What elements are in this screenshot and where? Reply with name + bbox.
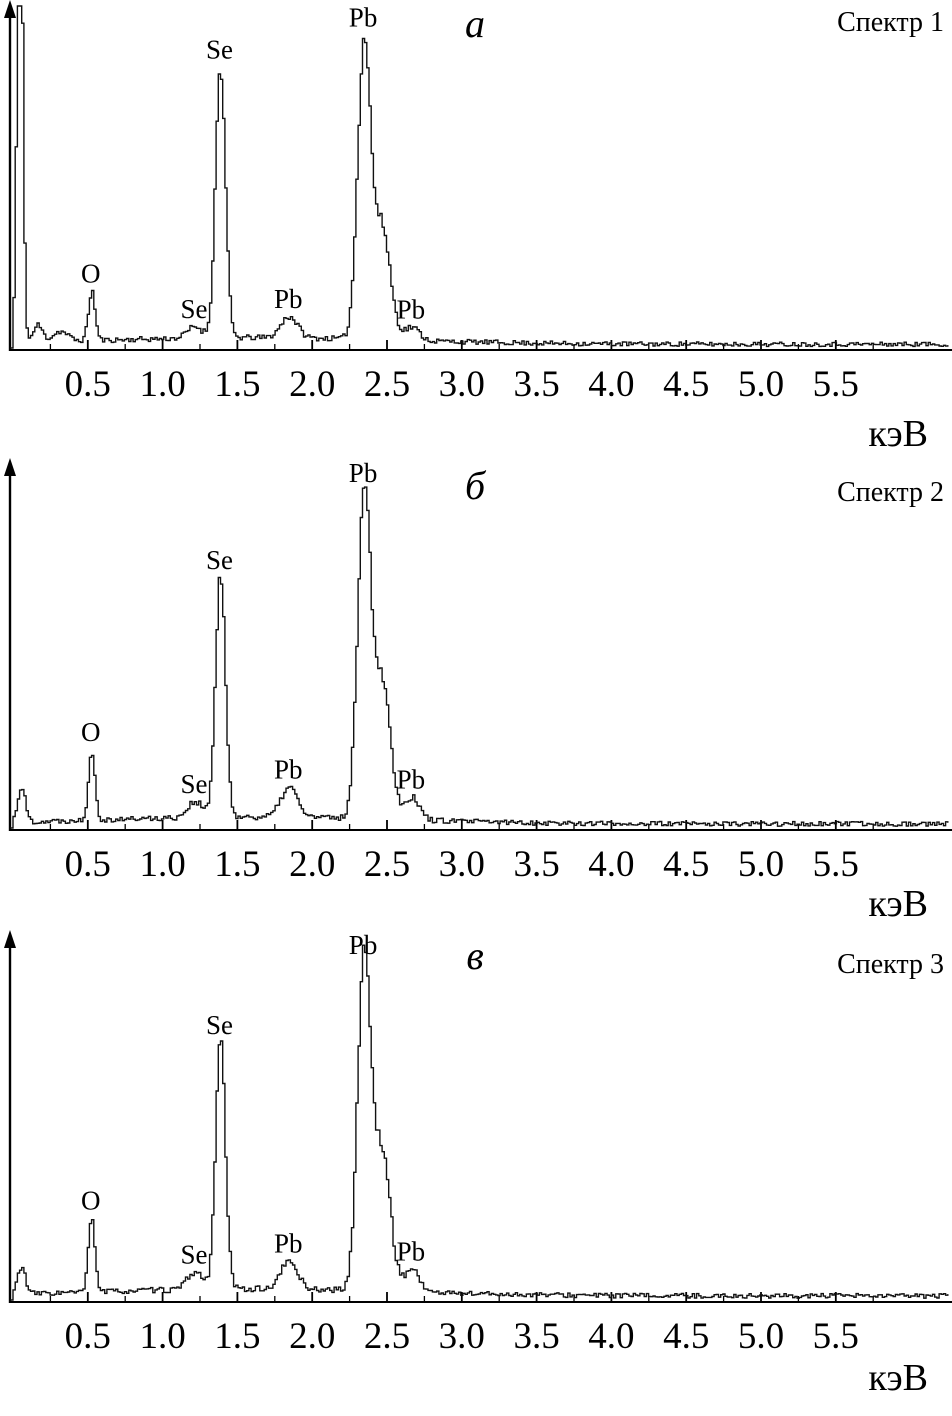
peak-label-o: O <box>81 1186 101 1216</box>
y-axis-arrow-icon <box>4 930 16 948</box>
y-axis-arrow-icon <box>4 458 16 476</box>
x-tick-label: 2.0 <box>289 364 335 405</box>
x-tick-label: 1.0 <box>139 364 185 405</box>
peak-label-se: Se <box>206 545 233 575</box>
spectrum-title-1: Спектр 1 <box>837 7 944 38</box>
x-tick-label: 4.5 <box>663 364 709 405</box>
x-tick-label: 2.5 <box>364 364 410 405</box>
x-tick-label: 4.0 <box>588 364 634 405</box>
x-tick-label: 5.0 <box>738 844 784 885</box>
spectrum-panel-2: 0.5 1.0 1.5 2.0 2.5 3.0 3.5 4.0 4.5 5.0 5.5 O Se Se Pb… <box>4 458 952 885</box>
spectrum-curve <box>10 486 949 829</box>
x-axis-unit-3: кэВ <box>868 1357 928 1399</box>
x-tick-label: 2.0 <box>289 844 335 885</box>
x-tick-label: 1.5 <box>214 364 260 405</box>
x-tick-label: 1.0 <box>139 844 185 885</box>
spectrum-curve <box>10 5 949 349</box>
x-tick-label: 3.5 <box>513 364 559 405</box>
spectrum-title-2: Спектр 2 <box>837 477 944 508</box>
x-tick-label: 2.5 <box>364 1316 410 1357</box>
x-tick-label: 4.5 <box>663 1316 709 1357</box>
spectrum-title-3: Спектр 3 <box>837 949 944 980</box>
peak-label-pb: Pb <box>274 1228 303 1258</box>
x-tick-label: 0.5 <box>65 364 111 405</box>
peak-label-pb: Pb <box>397 1236 426 1266</box>
peak-label-pb: Pb <box>274 755 303 785</box>
panel-letter-v: в <box>466 933 484 978</box>
y-axis-arrow-icon <box>4 0 16 18</box>
peak-label-o: O <box>81 259 101 289</box>
spectrum-curve <box>10 944 949 1301</box>
x-tick-label: 0.5 <box>65 1316 111 1357</box>
peak-label-se: Se <box>206 1010 233 1040</box>
x-tick-label: 0.5 <box>65 844 111 885</box>
peak-label-pb: Pb <box>349 3 378 33</box>
x-tick-label: 5.5 <box>813 844 859 885</box>
x-tick-label: 1.5 <box>214 1316 260 1357</box>
peak-label-se: Se <box>181 1239 208 1269</box>
spectrum-panel-3: 0.5 1.0 1.5 2.0 2.5 3.0 3.5 4.0 4.5 5.0 5.5 O Se Se Pb… <box>4 930 952 1357</box>
spectrum-panel-1: 0.5 1.0 1.5 2.0 2.5 3.0 3.5 4.0 4.5 5.0 5.5 O Se Se Pb… <box>4 0 952 405</box>
peak-label-pb: Pb <box>349 458 378 488</box>
x-tick-label: 4.5 <box>663 844 709 885</box>
x-tick-label: 3.0 <box>439 844 485 885</box>
x-tick-label: 4.0 <box>588 1316 634 1357</box>
x-axis-unit-2: кэВ <box>868 883 928 925</box>
peak-label-pb: Pb <box>397 295 426 325</box>
panel-letter-a: а <box>465 1 485 46</box>
peak-label-se: Se <box>181 769 208 799</box>
x-tick-label: 3.5 <box>513 1316 559 1357</box>
x-tick-label: 2.5 <box>364 844 410 885</box>
x-tick-label: 1.0 <box>139 1316 185 1357</box>
x-tick-label: 1.5 <box>214 844 260 885</box>
x-tick-label: 3.0 <box>439 1316 485 1357</box>
peak-label-pb: Pb <box>349 930 378 960</box>
x-tick-label: 5.0 <box>738 364 784 405</box>
x-tick-label: 3.0 <box>439 364 485 405</box>
peak-label-se: Se <box>206 35 233 65</box>
x-tick-label: 5.5 <box>813 1316 859 1357</box>
x-tick-label: 4.0 <box>588 844 634 885</box>
x-tick-label: 5.0 <box>738 1316 784 1357</box>
x-tick-label: 3.5 <box>513 844 559 885</box>
peak-label-se: Se <box>181 294 208 324</box>
x-tick-label: 5.5 <box>813 364 859 405</box>
panel-letter-b: б <box>464 463 486 508</box>
x-tick-label: 2.0 <box>289 1316 335 1357</box>
peak-label-pb: Pb <box>274 284 303 314</box>
peak-label-o: O <box>81 717 101 747</box>
peak-label-pb: Pb <box>397 764 426 794</box>
x-axis-unit-1: кэВ <box>868 413 928 455</box>
